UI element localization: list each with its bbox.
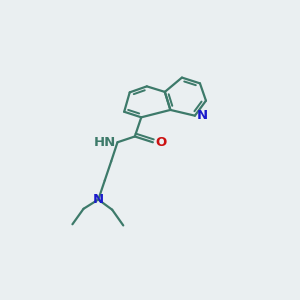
Text: HN: HN bbox=[94, 136, 116, 149]
Text: N: N bbox=[93, 193, 104, 206]
Text: O: O bbox=[155, 136, 166, 149]
Text: N: N bbox=[197, 109, 208, 122]
